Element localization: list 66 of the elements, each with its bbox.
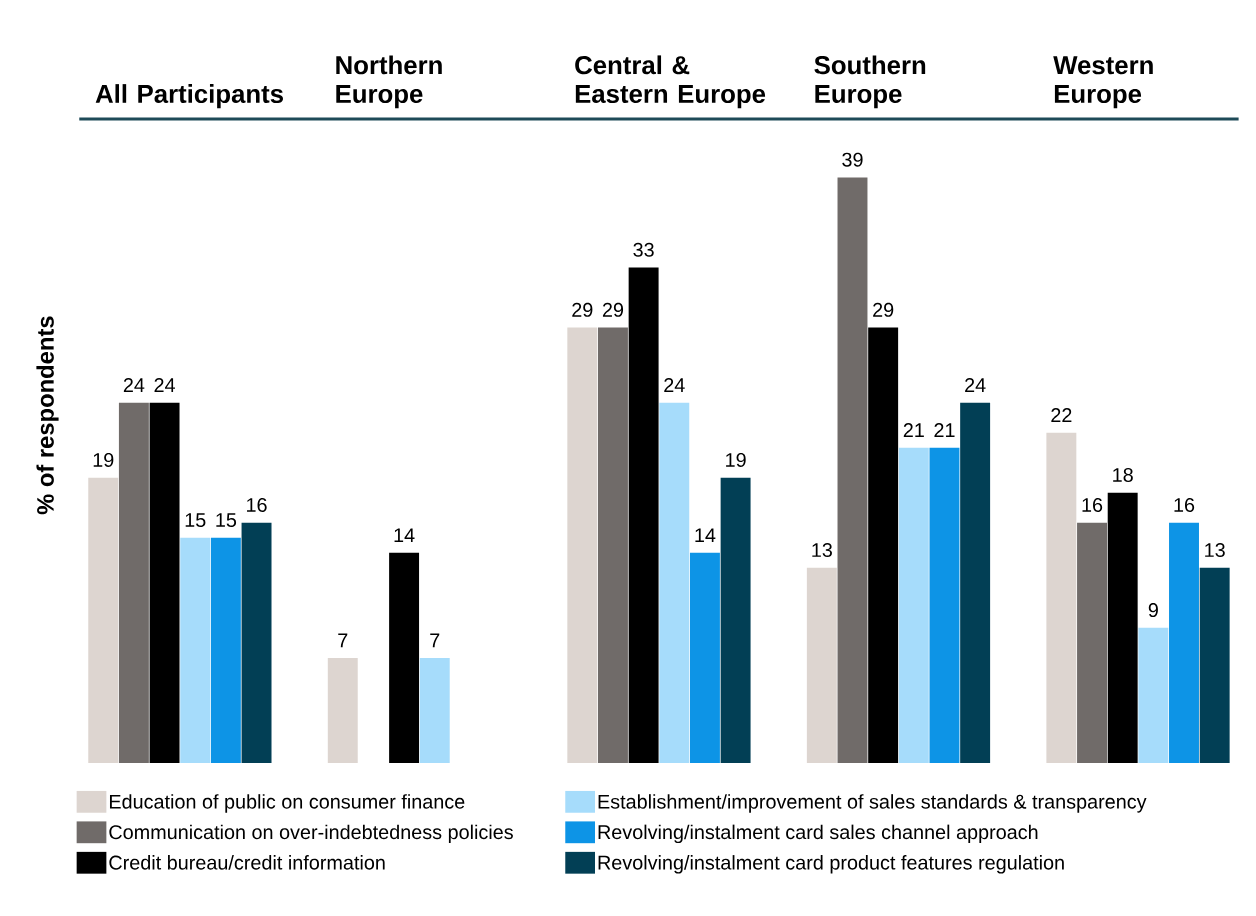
bar <box>180 537 211 764</box>
data-label: 15 <box>216 513 237 528</box>
bar <box>419 658 450 764</box>
bar <box>929 447 960 764</box>
bar <box>241 522 272 764</box>
data-label: 24 <box>123 378 145 393</box>
legend-label: Communication on over-indebtedness policies <box>109 824 513 844</box>
legend-label: Revolving/instalment card product features regulation <box>598 855 1064 874</box>
data-label: 24 <box>664 378 685 393</box>
bar <box>628 267 659 764</box>
bar <box>837 177 868 764</box>
bar <box>1046 432 1077 764</box>
data-label: 13 <box>1205 543 1225 558</box>
bar <box>597 327 628 764</box>
bar <box>1107 492 1138 764</box>
y-axis-title: % of respondents <box>36 316 59 515</box>
data-label: 18 <box>1113 468 1133 483</box>
data-label: 24 <box>965 378 986 393</box>
data-label: 29 <box>602 303 624 318</box>
data-label: 7 <box>430 633 440 648</box>
bar <box>389 553 420 764</box>
bar <box>149 402 180 764</box>
x-tick-label: Southern Europe <box>814 55 926 109</box>
data-label: 16 <box>1174 498 1195 513</box>
bar <box>1077 522 1107 764</box>
data-label: 39 <box>842 152 863 167</box>
data-label: 21 <box>903 423 924 438</box>
data-label: 29 <box>873 303 894 318</box>
bar <box>868 327 899 764</box>
bar <box>1199 568 1230 764</box>
bar <box>88 477 119 764</box>
data-label: 19 <box>726 453 746 468</box>
legend-label: Credit bureau/credit information <box>109 855 385 870</box>
legend-label: Establishment/improvement of sales standards & transparency <box>598 794 1147 813</box>
legend-label: Revolving/instalment card sales channel approach <box>598 824 1038 844</box>
data-label: 16 <box>1082 498 1103 513</box>
data-label: 15 <box>185 513 206 528</box>
x-tick-label: All Participants <box>95 84 283 109</box>
bar <box>1169 522 1199 764</box>
bar <box>210 537 241 764</box>
bar <box>1138 628 1169 764</box>
data-label: 7 <box>338 633 348 648</box>
data-label: 21 <box>934 423 955 438</box>
data-label: 22 <box>1051 408 1072 423</box>
bar <box>960 402 991 764</box>
data-label: 14 <box>695 528 716 543</box>
data-label: 9 <box>1148 603 1158 618</box>
data-label: 24 <box>154 378 175 393</box>
bar <box>659 402 690 764</box>
x-tick-label: Western Europe <box>1053 56 1153 109</box>
x-tick-label: Northern Europe <box>336 55 442 109</box>
data-label: 29 <box>572 303 593 318</box>
bar <box>806 568 837 764</box>
data-label: 33 <box>633 242 654 257</box>
bar <box>720 477 751 764</box>
bar <box>689 553 720 764</box>
x-tick-label: Central & Eastern Europe <box>575 55 766 109</box>
data-label: 19 <box>93 453 114 468</box>
bar <box>898 447 929 764</box>
bar <box>567 327 598 764</box>
bar <box>327 658 358 764</box>
bar <box>118 402 149 764</box>
data-label: 14 <box>394 528 415 543</box>
legend-label: Education of public on consumer finance <box>109 794 465 813</box>
data-label: 13 <box>812 543 832 558</box>
data-label: 16 <box>247 498 267 513</box>
